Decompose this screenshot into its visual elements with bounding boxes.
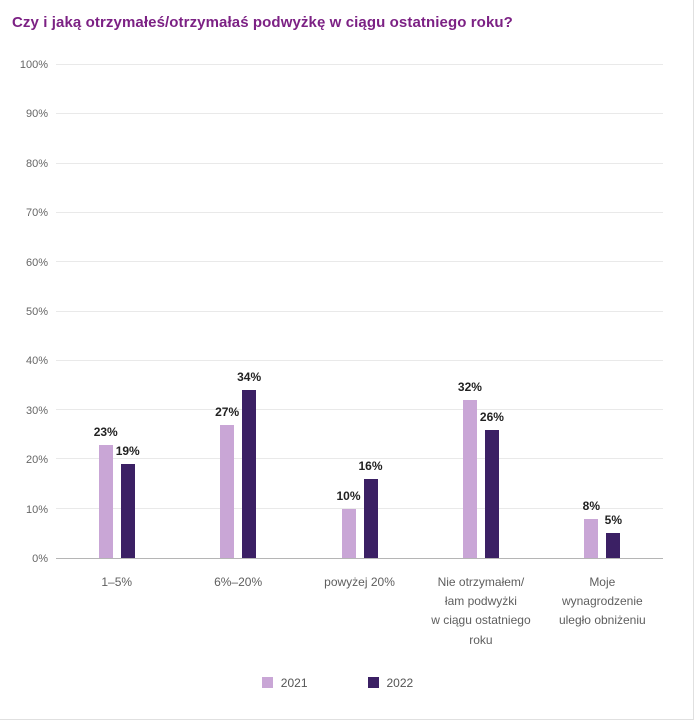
legend-item-2022: 2022 (367, 675, 414, 690)
y-tick-label: 100% (19, 59, 48, 71)
x-category-label: 6%–20% (214, 575, 263, 589)
y-tick-label: 60% (25, 256, 48, 269)
legend-swatch-icon (261, 677, 273, 689)
bar-group: 8% 5% (542, 65, 663, 558)
gridline (56, 409, 663, 411)
bar-group: 32% 26% (420, 65, 541, 558)
legend-label: 2021 (280, 675, 308, 690)
bar-value-label: 19% (115, 444, 140, 459)
bar-2022: 19% (116, 444, 140, 558)
legend-label: 2022 (386, 675, 414, 690)
bar-group: 27% 34% (177, 65, 298, 558)
bar-2022: 5% (605, 513, 622, 558)
y-tick-label: 20% (25, 454, 48, 467)
legend: 2021 2022 (12, 676, 663, 690)
chart-area: 0% 10% 20% 30% 40% 50% 60% 70% 80% 90% 100% 23% 19%… (12, 59, 663, 565)
bar-2021: 10% (337, 489, 361, 558)
legend-swatch-icon (367, 677, 379, 689)
bar-2021: 23% (94, 425, 118, 558)
x-category-label: Nie otrzymałem/ łam podwyżki w ciągu ost… (431, 575, 531, 647)
bar-value-label: 23% (93, 424, 118, 439)
gridline (56, 310, 663, 312)
bar-value-label: 26% (479, 409, 504, 424)
gridline (56, 162, 663, 164)
x-category-label: Moje wynagrodzenie uległo obniżeniu (558, 575, 646, 628)
gridline (56, 64, 663, 65)
bar-group: 23% 19% (56, 65, 177, 558)
y-tick-label: 40% (25, 355, 48, 368)
bar-groups: 23% 19% 27% 34% 10% 16% 32% 26% 8% 5% (56, 65, 663, 558)
gridline (56, 113, 663, 115)
chart-title: Czy i jaką otrzymałeś/otrzymałaś podwyżk… (12, 14, 513, 31)
y-tick-label: 50% (25, 306, 48, 318)
bar-2022: 16% (359, 459, 383, 558)
bar-2022: 26% (480, 410, 504, 558)
bar-value-label: 10% (336, 488, 361, 503)
gridline (56, 507, 663, 509)
plot-area: 23% 19% 27% 34% 10% 16% 32% 26% 8% 5% (56, 64, 663, 559)
y-tick-label: 0% (32, 553, 48, 565)
bar-value-label: 32% (457, 380, 482, 395)
y-tick-label: 70% (25, 207, 48, 220)
bar-value-label: 16% (358, 459, 383, 474)
bar-value-label: 5% (604, 513, 622, 528)
y-tick-label: 80% (25, 157, 48, 170)
x-category-label: powyżej 20% (324, 575, 395, 589)
y-tick-label: 10% (25, 503, 48, 516)
bar-2021: 27% (215, 405, 239, 558)
y-tick-label: 90% (25, 108, 48, 121)
gridline (56, 359, 663, 361)
bar-2021: 8% (583, 499, 600, 558)
y-axis: 0% 10% 20% 30% 40% 50% 60% 70% 80% 90% 100% (12, 59, 50, 565)
x-category-label: 1–5% (101, 575, 133, 589)
bar-2021: 32% (458, 380, 482, 558)
gridline (56, 211, 663, 213)
x-axis-labels: 1–5% 6%–20% powyżej 20% Nie otrzymałem/ łam… (56, 559, 663, 650)
report-page: Czy i jaką otrzymałeś/otrzymałaś podwyżk… (12, 14, 663, 690)
legend-item-2021: 2021 (261, 675, 308, 690)
bar-value-label: 27% (215, 404, 240, 419)
y-tick-label: 30% (25, 404, 48, 417)
bar-value-label: 8% (582, 498, 600, 513)
bar-group: 10% 16% (299, 65, 420, 558)
gridline (56, 458, 663, 460)
bar-2022: 34% (237, 370, 261, 558)
bar-chart: 0% 10% 20% 30% 40% 50% 60% 70% 80% 90% 100% 23% 19%… (12, 59, 663, 690)
gridline (56, 261, 663, 263)
bar-value-label: 34% (237, 370, 262, 385)
